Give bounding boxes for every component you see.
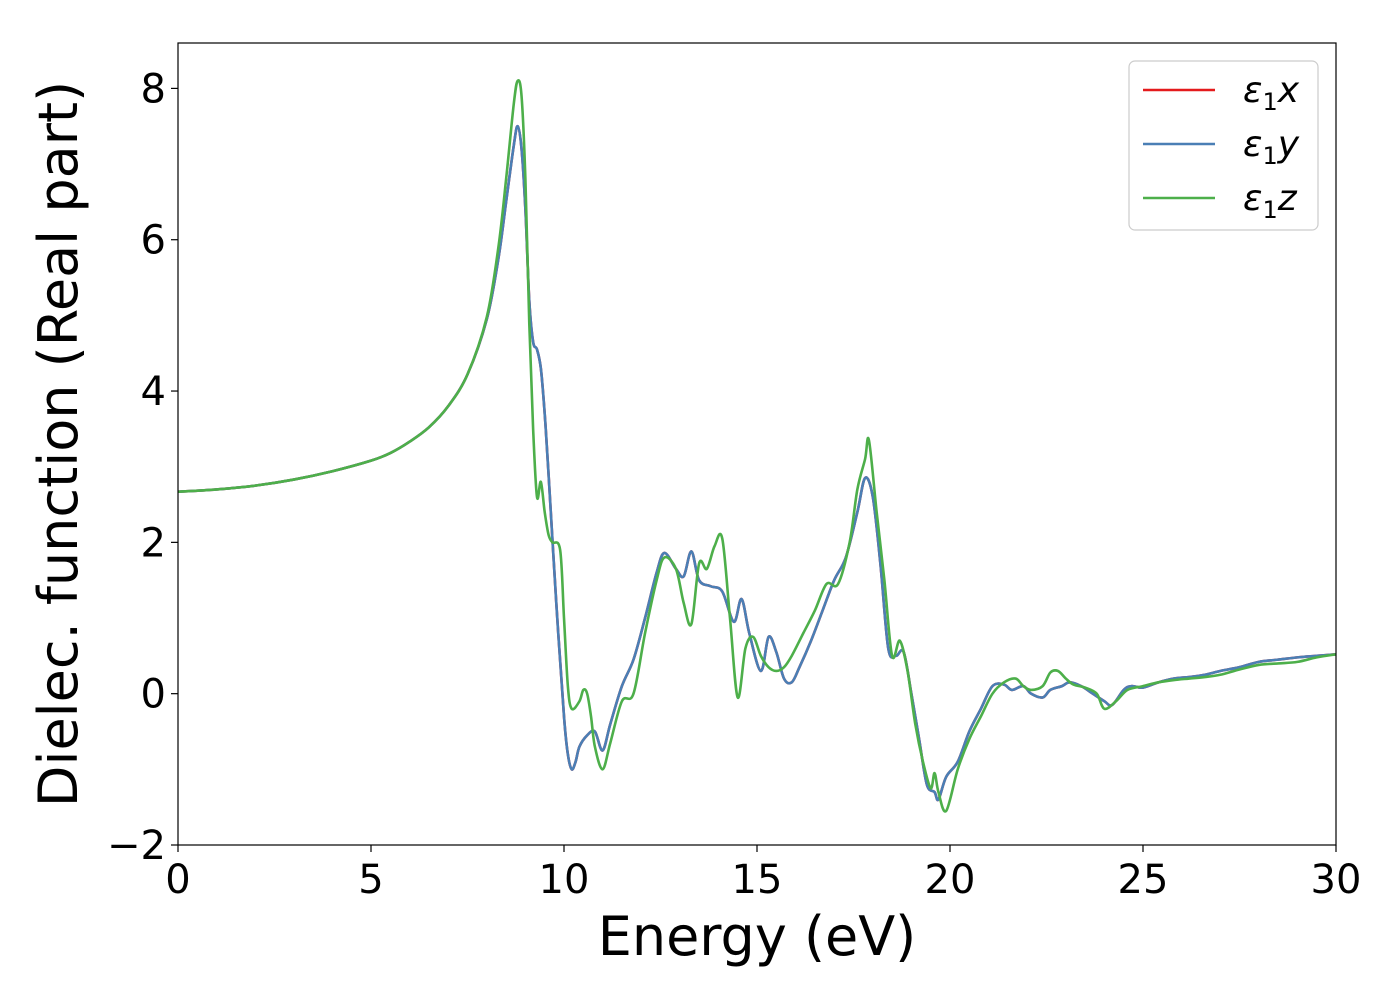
y-axis-ticks: −2 0 2 4 6 8 — [107, 66, 178, 869]
legend-box — [1128, 60, 1319, 231]
x-tick-label: 25 — [1118, 857, 1169, 903]
y-tick-label: 0 — [141, 672, 166, 718]
legend: ε1x ε1y ε1z — [1128, 60, 1319, 231]
x-tick-label: 15 — [732, 857, 783, 903]
x-tick-label: 5 — [358, 857, 383, 903]
x-tick-label: 30 — [1311, 857, 1362, 903]
y-tick-label: 2 — [141, 520, 166, 566]
y-tick-label: 4 — [141, 369, 166, 415]
y-axis-label: Dielec. function (Real part) — [27, 81, 90, 807]
x-tick-label: 10 — [539, 857, 590, 903]
x-tick-label: 20 — [925, 857, 976, 903]
legend-label-z: ε1z — [1243, 178, 1298, 224]
legend-label-y: ε1y — [1243, 124, 1300, 170]
y-tick-label: 8 — [141, 66, 166, 112]
series-layer — [178, 79, 1336, 813]
x-tick-label: 0 — [165, 857, 190, 903]
x-axis-ticks: 0 5 10 15 20 25 30 — [165, 845, 1361, 903]
y-tick-label: 6 — [141, 218, 166, 264]
y-tick-label: −2 — [107, 823, 166, 869]
series-line-z — [178, 79, 1336, 813]
x-axis-label: Energy (eV) — [598, 905, 917, 968]
legend-label-x: ε1x — [1243, 70, 1300, 116]
